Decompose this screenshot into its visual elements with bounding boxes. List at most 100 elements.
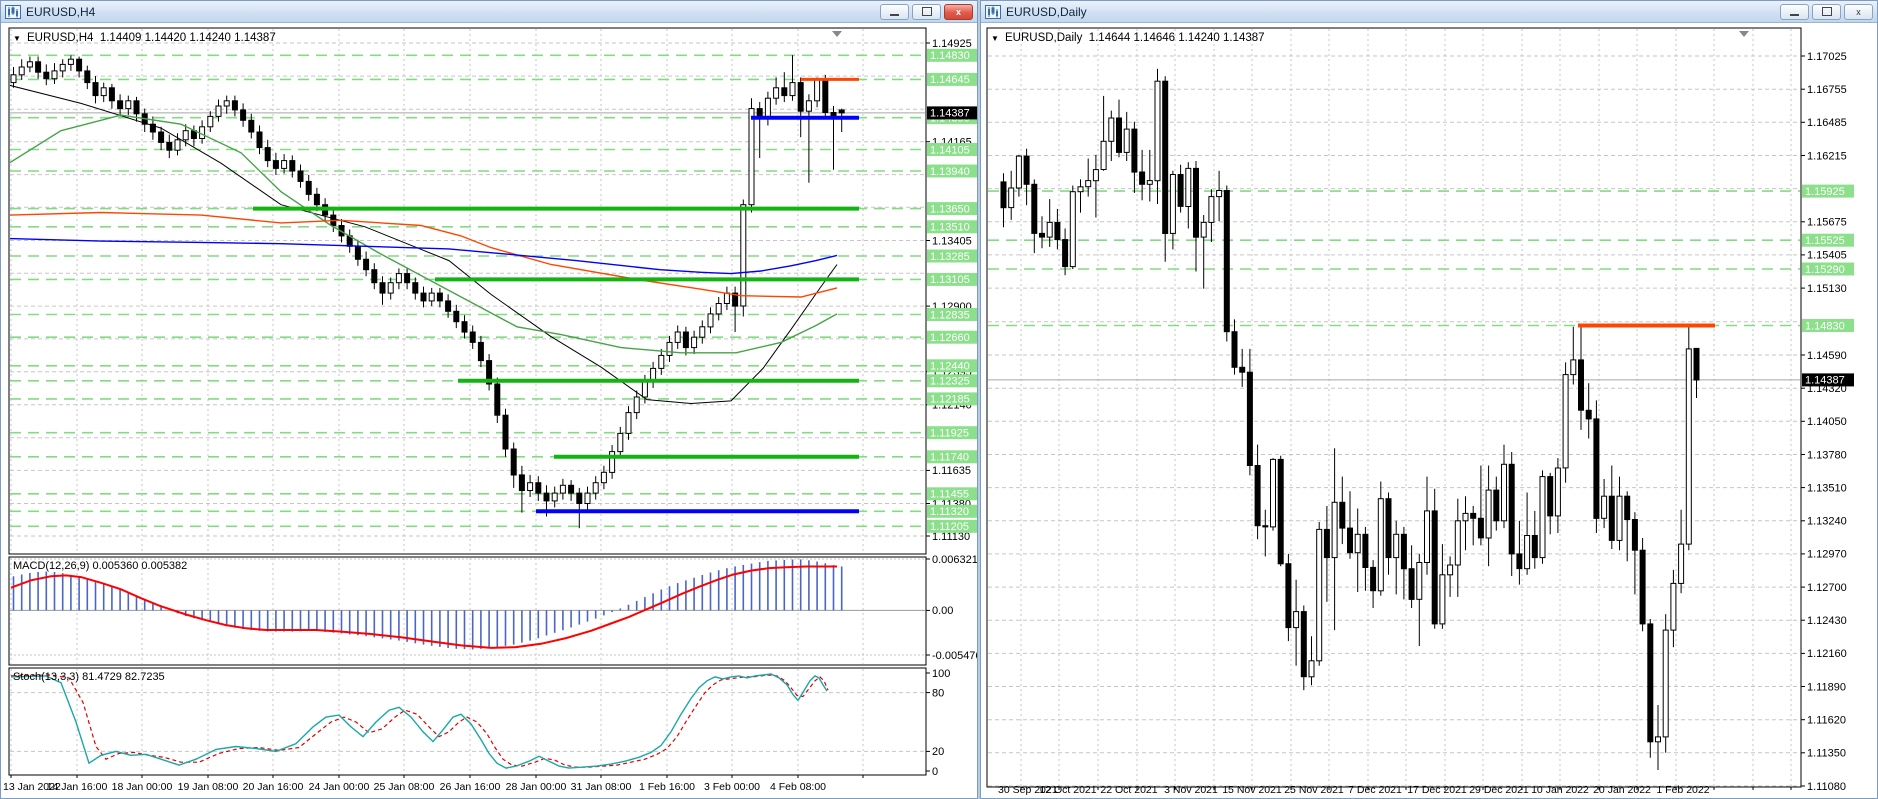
restore-icon	[921, 7, 932, 16]
pane-frame	[986, 27, 1802, 788]
candlesticks	[10, 55, 845, 529]
svg-text:1.14590: 1.14590	[1807, 350, 1847, 362]
level-price-labels: 1.15925 1.15525 1.15290 1.14830	[1802, 184, 1854, 332]
chart-icon	[5, 4, 21, 19]
price-gridlines	[10, 42, 925, 537]
svg-text:1.14105: 1.14105	[930, 144, 970, 156]
window-title: EURUSD,H4	[26, 4, 96, 19]
svg-text:1.14050: 1.14050	[1807, 416, 1847, 428]
svg-text:1.15290: 1.15290	[1805, 264, 1845, 276]
svg-text:31 Jan 08:00: 31 Jan 08:00	[571, 781, 632, 793]
pane-frame	[8, 556, 927, 666]
svg-text:1 Feb 2022: 1 Feb 2022	[1656, 784, 1709, 796]
chart-icon	[985, 4, 1001, 19]
macd-extreme-gridlines	[10, 558, 925, 656]
stoch-k-line	[10, 673, 828, 769]
stoch-level-gridlines	[10, 692, 925, 752]
svg-text:1.15925: 1.15925	[1805, 186, 1845, 198]
window-titlebar-h4[interactable]: EURUSD,H4 x	[1, 1, 977, 23]
svg-text:0.00: 0.00	[932, 605, 953, 617]
svg-text:EURUSD,H4 1.14409 1.14420 1.1: EURUSD,H4 1.14409 1.14420 1.14240 1.1438…	[27, 32, 276, 44]
minimize-icon	[1790, 13, 1799, 16]
svg-text:▼: ▼	[991, 34, 999, 43]
svg-text:30 Sep 2021: 30 Sep 2021	[998, 784, 1058, 796]
svg-text:1.14387: 1.14387	[930, 108, 970, 120]
svg-text:18 Jan 00:00: 18 Jan 00:00	[112, 781, 173, 793]
chart-ohlc-header: ▼ EURUSD,H4 1.14409 1.14420 1.14240 1.143…	[13, 32, 276, 44]
svg-text:1.15405: 1.15405	[1807, 250, 1847, 262]
svg-text:1.12440: 1.12440	[930, 361, 970, 373]
svg-text:100: 100	[932, 668, 950, 680]
candlesticks	[1000, 68, 1700, 770]
vertical-gridlines	[10, 29, 864, 774]
svg-text:3 Nov 2021: 3 Nov 2021	[1164, 784, 1218, 796]
chart-canvas-daily[interactable]: 1.17025 1.16755 1.16485 1.16215 1.15675 1.154…	[981, 23, 1877, 798]
svg-text:1.12970: 1.12970	[1807, 549, 1847, 561]
ma-black	[10, 84, 838, 405]
svg-text:1.11130: 1.11130	[932, 531, 970, 543]
svg-text:0.006321: 0.006321	[932, 554, 977, 566]
svg-text:1 Feb 16:00: 1 Feb 16:00	[639, 781, 695, 793]
svg-text:1.11620: 1.11620	[1807, 715, 1846, 727]
svg-text:1.11350: 1.11350	[1807, 748, 1846, 760]
svg-text:1.14830: 1.14830	[1805, 320, 1845, 332]
restore-button[interactable]	[912, 3, 941, 20]
price-gridlines	[988, 55, 1800, 787]
minimize-button[interactable]	[1780, 3, 1809, 20]
svg-text:1.16485: 1.16485	[1807, 117, 1847, 129]
svg-text:1.13780: 1.13780	[1807, 449, 1847, 461]
svg-text:1.12160: 1.12160	[1807, 648, 1847, 660]
svg-text:20 Jan 2022: 20 Jan 2022	[1593, 784, 1651, 796]
ma-red	[10, 211, 838, 298]
svg-text:1.13405: 1.13405	[932, 235, 972, 247]
svg-text:19 Jan 08:00: 19 Jan 08:00	[178, 781, 239, 793]
close-button[interactable]: x	[944, 3, 973, 20]
svg-text:26 Jan 16:00: 26 Jan 16:00	[440, 781, 501, 793]
svg-text:1.15130: 1.15130	[1807, 283, 1847, 295]
minimize-button[interactable]	[880, 3, 909, 20]
svg-text:25 Nov 2021: 25 Nov 2021	[1284, 784, 1344, 796]
svg-text:1.12700: 1.12700	[1807, 582, 1847, 594]
svg-text:14 Jan 16:00: 14 Jan 16:00	[47, 781, 108, 793]
macd-axis-labels: 0.006321 0.00 -0.005476	[926, 554, 982, 662]
svg-text:25 Jan 08:00: 25 Jan 08:00	[374, 781, 435, 793]
window-titlebar-daily[interactable]: EURUSD,Daily x	[981, 1, 1877, 23]
svg-text:▼: ▼	[13, 34, 21, 43]
svg-text:0: 0	[932, 766, 938, 778]
svg-text:1.16755: 1.16755	[1807, 84, 1847, 96]
svg-text:1.14830: 1.14830	[930, 50, 970, 62]
close-icon: x	[955, 6, 961, 17]
ma-green	[10, 114, 838, 354]
current-price-label: 1.14387	[1802, 373, 1854, 387]
svg-text:1.12430: 1.12430	[1807, 615, 1847, 627]
svg-text:-0.005476: -0.005476	[932, 650, 977, 662]
svg-text:1.13510: 1.13510	[1807, 482, 1847, 494]
stoch-axis-labels: 100 80 20 0	[926, 668, 950, 778]
chart-canvas-h4[interactable]: 1.14925 1.14165 1.13405 1.12900 1.12395 1.121…	[1, 23, 982, 798]
minimize-icon	[890, 13, 899, 16]
macd-label: MACD(12,26,9) 0.005360 0.005382	[13, 560, 187, 572]
svg-text:1.12185: 1.12185	[930, 394, 970, 406]
svg-text:1.11635: 1.11635	[932, 465, 971, 477]
svg-text:1.12835: 1.12835	[930, 309, 970, 321]
svg-text:28 Jan 00:00: 28 Jan 00:00	[506, 781, 567, 793]
svg-text:1.13285: 1.13285	[930, 251, 970, 263]
svg-text:1.11455: 1.11455	[930, 489, 969, 501]
svg-text:1.15525: 1.15525	[1805, 235, 1845, 247]
macd-histogram	[12, 559, 843, 650]
svg-text:17 Dec 2021: 17 Dec 2021	[1407, 784, 1467, 796]
svg-text:1.11925: 1.11925	[930, 428, 969, 440]
svg-text:10 Jan 2022: 10 Jan 2022	[1531, 784, 1589, 796]
svg-text:1.11080: 1.11080	[1807, 781, 1846, 793]
chart-ohlc-header: ▼ EURUSD,Daily 1.14644 1.14646 1.14240 1.…	[991, 32, 1265, 44]
window-title: EURUSD,Daily	[1006, 4, 1087, 19]
close-button[interactable]: x	[1844, 3, 1873, 20]
chart-shift-marker	[832, 31, 842, 37]
svg-text:22 Oct 2021: 22 Oct 2021	[1100, 784, 1157, 796]
restore-button[interactable]	[1812, 3, 1841, 20]
current-price-label: 1.14387	[927, 106, 979, 120]
svg-text:1.17025: 1.17025	[1807, 51, 1847, 63]
